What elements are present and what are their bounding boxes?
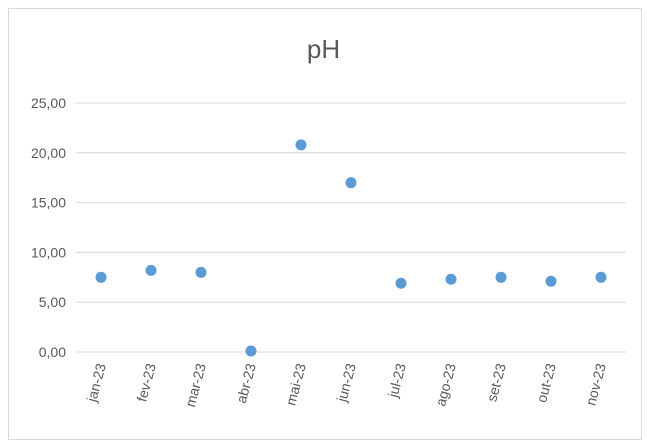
x-tick-label: set-23 xyxy=(483,361,509,403)
y-axis-tick-labels: 0,00 5,00 10,00 15,00 20,00 25,00 xyxy=(31,95,66,360)
x-tick-label: out-23 xyxy=(533,361,559,404)
data-points xyxy=(95,139,607,357)
x-tick-label: ago-23 xyxy=(432,361,459,407)
x-axis-tick-labels: jan-23 fev-23 mar-23 abr-23 mai-23 jun-23 jul-… xyxy=(83,361,609,408)
y-tick-label: 20,00 xyxy=(31,145,66,161)
data-point xyxy=(295,139,307,151)
data-point xyxy=(245,345,257,357)
y-tick-label: 15,00 xyxy=(31,195,66,211)
data-point xyxy=(595,271,607,283)
x-tick-label: jun-23 xyxy=(333,361,359,404)
gridlines xyxy=(76,102,626,353)
data-point xyxy=(95,271,107,283)
x-tick-label: fev-23 xyxy=(133,361,159,403)
data-point xyxy=(195,266,207,278)
x-tick-label: nov-23 xyxy=(582,361,609,407)
data-point xyxy=(495,271,507,283)
chart-area xyxy=(8,8,642,440)
data-point xyxy=(395,277,407,289)
x-tick-label: abr-23 xyxy=(233,361,259,404)
chart-title: pH xyxy=(306,34,341,64)
x-tick-label: jan-23 xyxy=(83,361,109,404)
y-tick-label: 0,00 xyxy=(39,344,66,360)
x-tick-label: mar-23 xyxy=(182,361,209,408)
y-tick-label: 5,00 xyxy=(39,294,66,310)
data-point xyxy=(345,177,357,189)
y-tick-label: 10,00 xyxy=(31,244,66,260)
data-point xyxy=(545,275,557,287)
x-tick-label: jul-23 xyxy=(384,361,409,399)
x-tick-label: mai-23 xyxy=(282,361,309,407)
y-tick-label: 25,00 xyxy=(31,95,66,111)
data-point xyxy=(145,264,157,276)
data-point xyxy=(445,273,457,285)
